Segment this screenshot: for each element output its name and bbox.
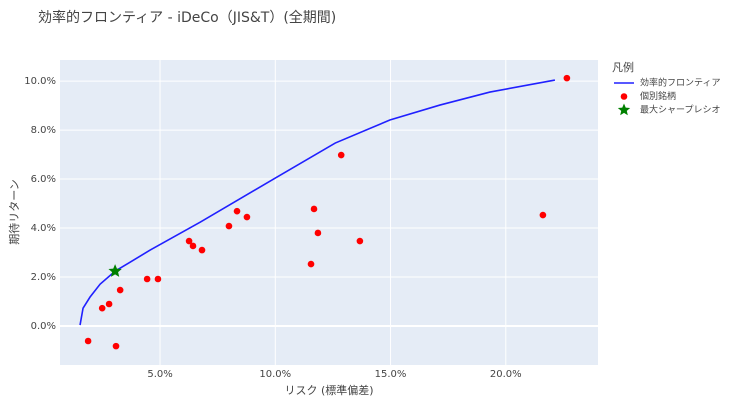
point (198, 246, 206, 254)
point (112, 342, 120, 350)
x-tick-label: 20.0% (490, 369, 522, 380)
legend-label: 効率的フロンティア (640, 77, 720, 89)
legend-swatch (617, 103, 631, 116)
point (233, 207, 241, 215)
point (563, 74, 571, 82)
legend-title: 凡例 (612, 60, 634, 74)
point (98, 304, 106, 312)
point (185, 237, 193, 245)
point (154, 275, 162, 283)
y-tick-label: 0.0% (31, 321, 56, 332)
y-tick-label: 8.0% (31, 125, 56, 136)
x-axis-title: リスク (標準偏差) (284, 383, 373, 397)
point (337, 151, 345, 159)
x-tick-label: 5.0% (147, 369, 172, 380)
y-tick-label: 10.0% (24, 76, 56, 87)
point (189, 242, 197, 250)
point (539, 211, 547, 219)
point (225, 222, 233, 230)
x-tick-label: 10.0% (259, 369, 291, 380)
point (116, 286, 124, 294)
frontier-line (79, 79, 556, 326)
point (84, 337, 92, 345)
y-axis-title: 期待リターン (7, 179, 21, 244)
point (307, 260, 315, 268)
plot-background (60, 60, 598, 365)
star-marker (108, 264, 122, 277)
legend-label: 個別銘柄 (640, 90, 676, 102)
legend-label: 最大シャープレシオ (640, 104, 720, 116)
point (356, 237, 364, 245)
y-tick-label: 4.0% (31, 223, 56, 234)
point (105, 300, 113, 308)
y-tick-label: 6.0% (31, 174, 56, 185)
point (143, 275, 151, 283)
legend-swatch (620, 93, 628, 100)
point (310, 205, 318, 213)
y-tick-label: 2.0% (31, 272, 56, 283)
point (314, 229, 322, 237)
chart-title: 効率的フロンティア - iDeCo（JIS&T）(全期間) (38, 9, 336, 26)
point (243, 213, 251, 221)
x-tick-label: 15.0% (375, 369, 407, 380)
